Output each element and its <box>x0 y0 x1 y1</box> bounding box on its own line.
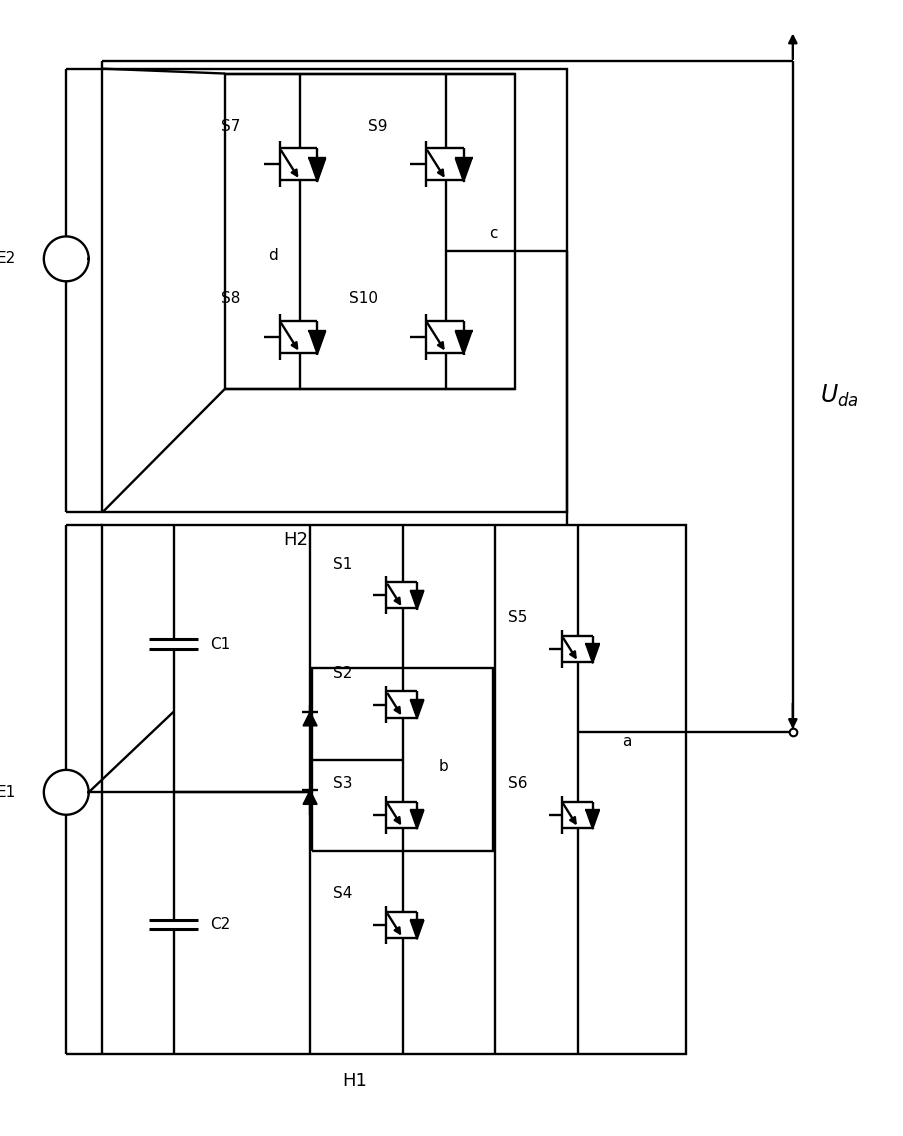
Text: C1: C1 <box>210 636 230 652</box>
Text: S10: S10 <box>349 291 377 307</box>
Text: b: b <box>439 759 448 774</box>
Text: d: d <box>267 248 277 262</box>
Text: S5: S5 <box>507 610 527 625</box>
Text: S7: S7 <box>221 119 240 134</box>
Text: S1: S1 <box>332 557 351 571</box>
Polygon shape <box>410 591 424 610</box>
Polygon shape <box>309 158 325 182</box>
Text: a: a <box>622 734 631 749</box>
Text: S9: S9 <box>368 119 386 134</box>
Polygon shape <box>410 810 424 829</box>
Polygon shape <box>455 331 471 354</box>
Polygon shape <box>585 644 599 663</box>
Text: C2: C2 <box>210 917 230 932</box>
Text: H1: H1 <box>342 1072 367 1089</box>
Polygon shape <box>455 158 471 182</box>
Text: S8: S8 <box>221 291 240 307</box>
Text: S2: S2 <box>332 666 351 680</box>
Polygon shape <box>303 712 317 726</box>
Text: E2: E2 <box>0 251 15 266</box>
Text: c: c <box>489 226 497 241</box>
Polygon shape <box>585 810 599 829</box>
Polygon shape <box>410 920 424 939</box>
Text: S4: S4 <box>332 886 351 901</box>
Text: H2: H2 <box>283 531 308 549</box>
Text: E1: E1 <box>0 785 15 800</box>
Polygon shape <box>303 791 317 804</box>
Text: $U_{da}$: $U_{da}$ <box>819 383 858 409</box>
Polygon shape <box>309 331 325 354</box>
Text: S3: S3 <box>332 776 351 791</box>
Text: S6: S6 <box>507 776 527 791</box>
Polygon shape <box>410 700 424 719</box>
